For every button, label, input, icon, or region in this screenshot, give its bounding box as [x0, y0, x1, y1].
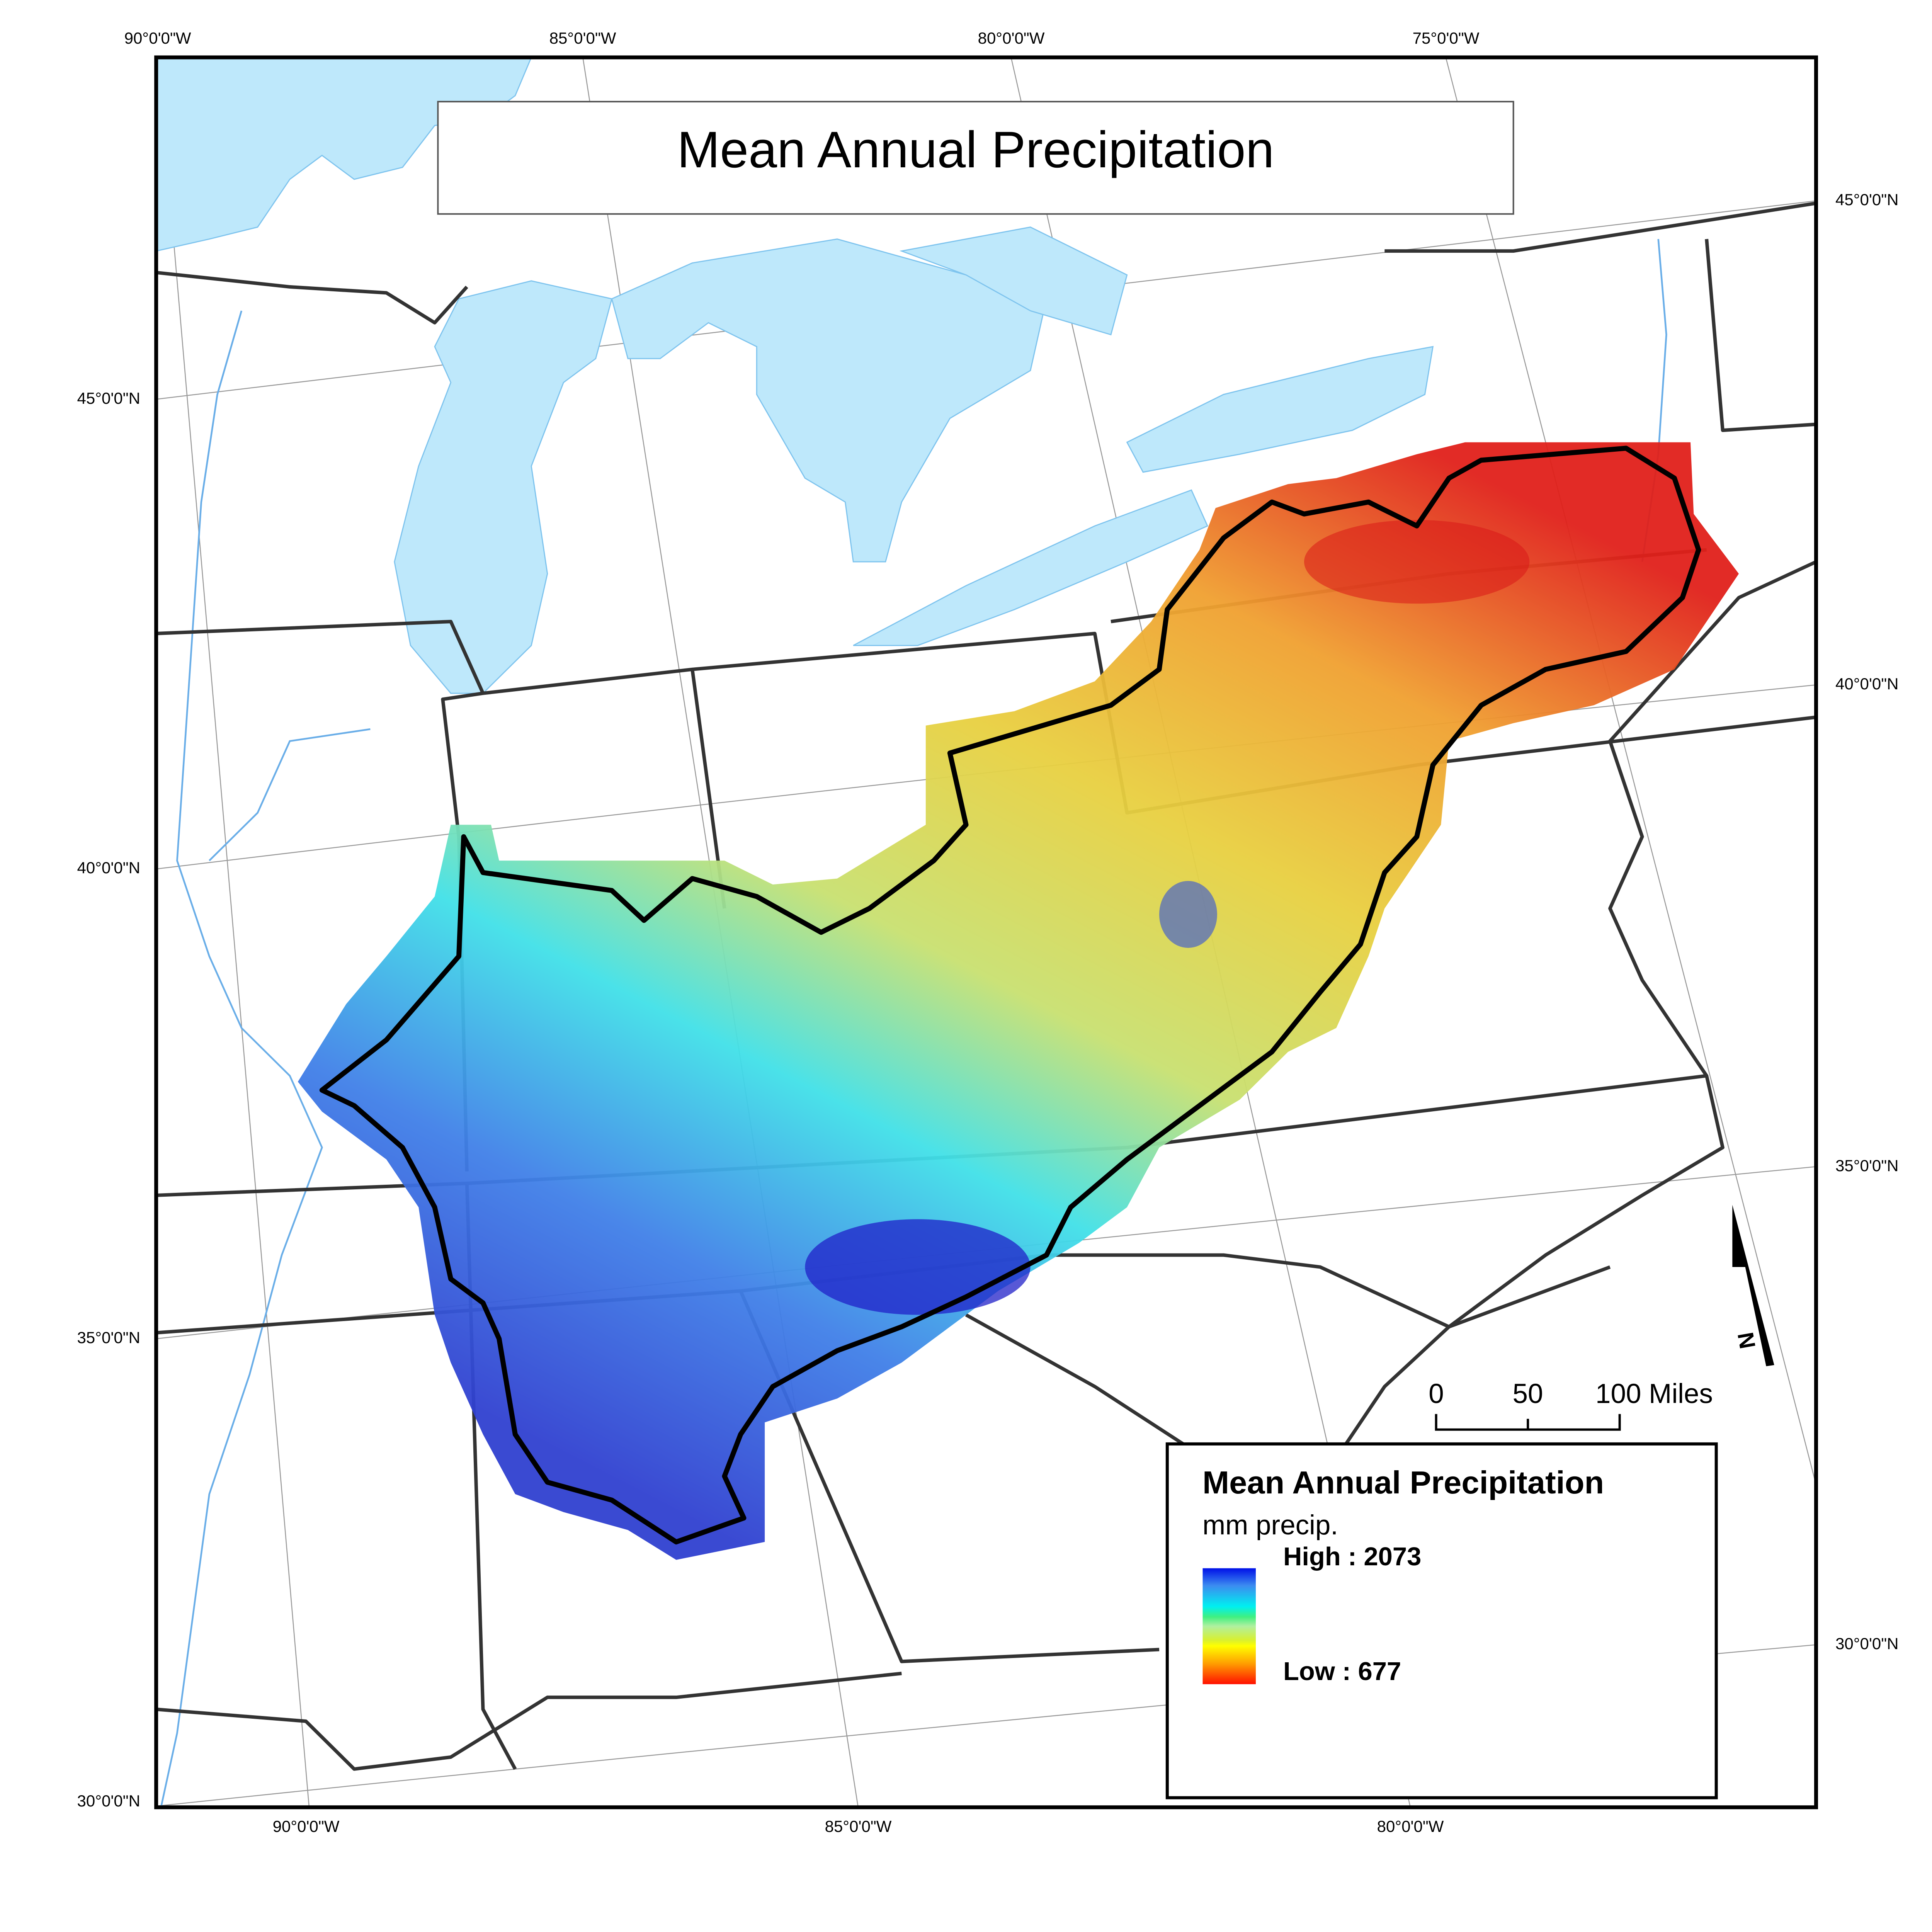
boundary-line — [156, 272, 467, 323]
low-precip-area — [1304, 520, 1530, 604]
top-label: 85°0'0"W — [549, 29, 616, 47]
bottom-label: 85°0'0"W — [825, 1817, 892, 1835]
legend-title: Mean Annual Precipitation — [1202, 1464, 1604, 1500]
legend-low-label: Low : 677 — [1283, 1657, 1401, 1686]
map-drawing — [0, 0, 1932, 1893]
north-arrow-icon — [1732, 1205, 1774, 1366]
left-label: 40°0'0"N — [77, 859, 141, 877]
right-label: 30°0'0"N — [1835, 1634, 1899, 1653]
map-title: Mean Annual Precipitation — [677, 121, 1274, 179]
right-label: 40°0'0"N — [1835, 675, 1899, 693]
legend-box — [1167, 1444, 1716, 1798]
legend-color-ramp — [1202, 1568, 1256, 1684]
boundary-line — [1384, 203, 1816, 251]
top-label: 90°0'0"W — [124, 29, 191, 47]
lake-ontario — [1127, 347, 1433, 472]
map-frame — [156, 57, 1816, 1807]
left-label: 30°0'0"N — [77, 1792, 141, 1810]
left-label: 35°0'0"N — [77, 1328, 141, 1347]
right-label: 45°0'0"N — [1835, 190, 1899, 209]
coastline — [1320, 562, 1816, 1482]
meridian-90w — [158, 57, 309, 1807]
lake-michigan — [395, 281, 612, 693]
precipitation-raster — [298, 442, 1739, 1560]
boundary-line — [741, 1291, 1159, 1662]
scale-label: 50 — [1512, 1379, 1543, 1409]
scale-bar — [1436, 1414, 1620, 1430]
mississippi-river — [161, 311, 322, 1807]
georgian-bay — [901, 227, 1127, 335]
legend-high-label: High : 2073 — [1283, 1542, 1422, 1571]
map-layout: 90°0'0"W 85°0'0"W 80°0'0"W 75°0'0"W 90°0… — [0, 0, 1932, 1893]
state-boundaries — [156, 203, 1816, 1769]
legend-unit: mm precip. — [1202, 1510, 1338, 1541]
left-label: 45°0'0"N — [77, 389, 141, 407]
meridian-75w — [1446, 57, 1900, 1807]
high-precip-area — [1159, 881, 1217, 948]
lake-huron — [612, 239, 1046, 562]
study-area-outline — [322, 448, 1699, 1542]
illinois-river — [209, 729, 371, 861]
bottom-label: 80°0'0"W — [1377, 1817, 1444, 1835]
map-title-box — [438, 102, 1513, 214]
boundary-line — [156, 1673, 901, 1769]
top-label: 80°0'0"W — [978, 29, 1045, 47]
scale-label: 100 Miles — [1595, 1379, 1713, 1409]
top-label: 75°0'0"W — [1412, 29, 1480, 47]
boundary-line — [1707, 239, 1816, 430]
lake-erie — [853, 490, 1208, 645]
scale-label: 0 — [1429, 1379, 1444, 1409]
high-precip-area — [805, 1219, 1031, 1315]
bottom-label: 90°0'0"W — [272, 1817, 340, 1835]
right-label: 35°0'0"N — [1835, 1156, 1899, 1175]
